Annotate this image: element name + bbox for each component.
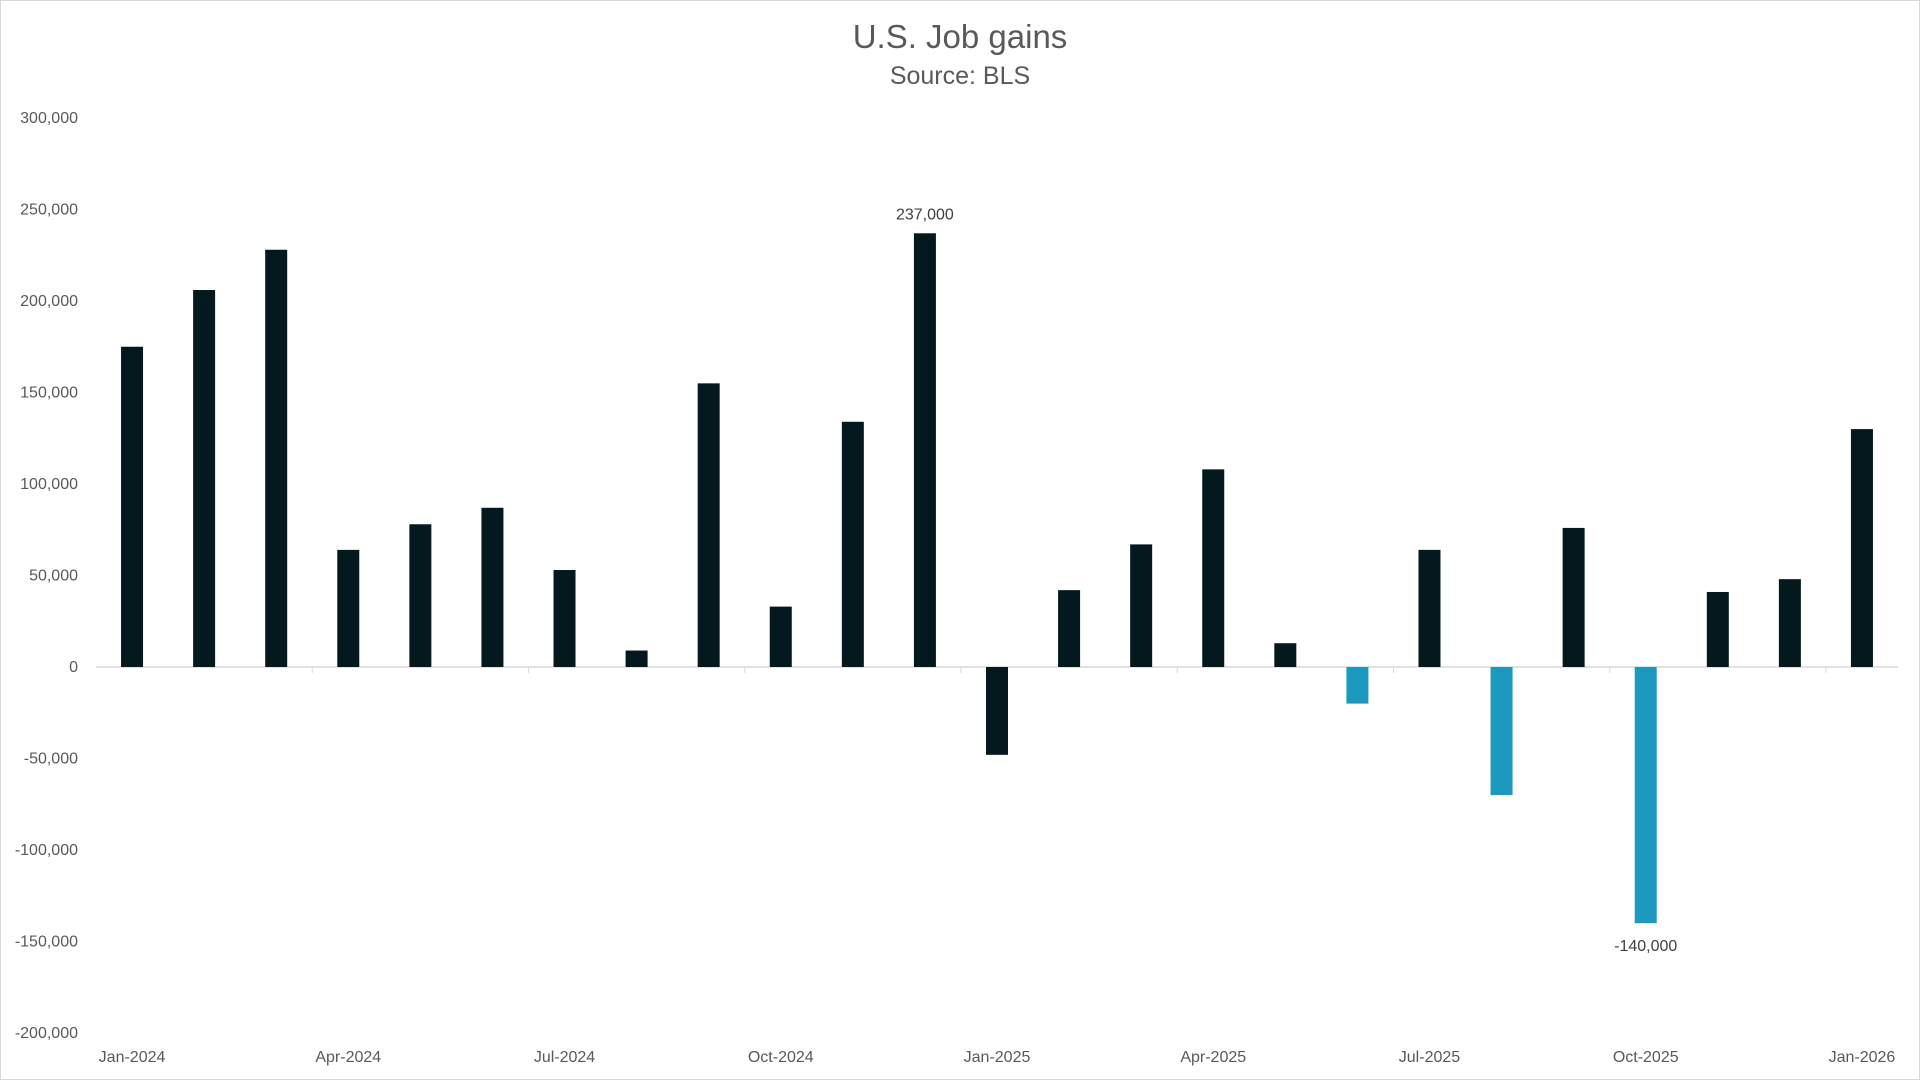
y-tick-label: 100,000 — [20, 476, 78, 493]
bar-mar-2025 — [1130, 544, 1153, 667]
y-tick-label: 0 — [69, 659, 78, 676]
x-tick-label: Jul-2025 — [1399, 1049, 1460, 1066]
bar-may-2025 — [1274, 643, 1297, 667]
data-label: 237,000 — [896, 206, 954, 223]
bar-apr-2024 — [337, 549, 360, 667]
x-tick-label: Jul-2024 — [534, 1049, 595, 1066]
bar-oct-2025 — [1634, 667, 1657, 924]
bar-apr-2025 — [1202, 469, 1225, 667]
x-tick-label: Apr-2025 — [1180, 1049, 1246, 1066]
chart-title: U.S. Job gains — [852, 18, 1068, 55]
y-tick-label: 300,000 — [20, 110, 78, 127]
bar-feb-2025 — [1058, 590, 1081, 667]
bar-nov-2024 — [841, 421, 864, 667]
bar-sep-2025 — [1562, 527, 1585, 667]
bar-jul-2024 — [553, 570, 576, 667]
bar-mar-2024 — [265, 249, 288, 667]
bar-nov-2025 — [1706, 591, 1729, 667]
bar-jun-2025 — [1346, 667, 1369, 704]
y-tick-label: -100,000 — [15, 842, 78, 859]
x-tick-label: Oct-2024 — [748, 1049, 814, 1066]
y-tick-label: 150,000 — [20, 385, 78, 402]
bar-jan-2024 — [121, 346, 144, 667]
y-tick-label: 200,000 — [20, 293, 78, 310]
bar-jan-2025 — [986, 667, 1008, 755]
bar-may-2024 — [409, 524, 432, 667]
bar-jul-2025 — [1418, 549, 1441, 667]
y-tick-label: -200,000 — [15, 1025, 78, 1042]
bar-aug-2024 — [625, 650, 648, 667]
y-tick-label: 50,000 — [29, 568, 78, 585]
x-tick-label: Jan-2024 — [99, 1049, 166, 1066]
x-tick-label: Jan-2025 — [964, 1049, 1031, 1066]
bar-sep-2024 — [697, 383, 720, 667]
bar-feb-2024 — [193, 290, 216, 667]
x-tick-label: Oct-2025 — [1613, 1049, 1679, 1066]
x-tick-label: Jan-2026 — [1829, 1049, 1896, 1066]
bar-jan-2026 — [1850, 429, 1873, 667]
x-tick-label: Apr-2024 — [315, 1049, 381, 1066]
y-tick-label: -150,000 — [15, 934, 78, 951]
y-tick-label: 250,000 — [20, 202, 78, 219]
bar-dec-2025 — [1778, 579, 1801, 667]
data-label: -140,000 — [1614, 938, 1677, 955]
y-tick-label: -50,000 — [24, 751, 78, 768]
bar-oct-2024 — [769, 606, 792, 667]
bar-jun-2024 — [481, 507, 504, 667]
bar-dec-2024 — [913, 233, 936, 668]
bar-aug-2025 — [1490, 667, 1513, 796]
chart-subtitle: Source: BLS — [889, 62, 1031, 90]
